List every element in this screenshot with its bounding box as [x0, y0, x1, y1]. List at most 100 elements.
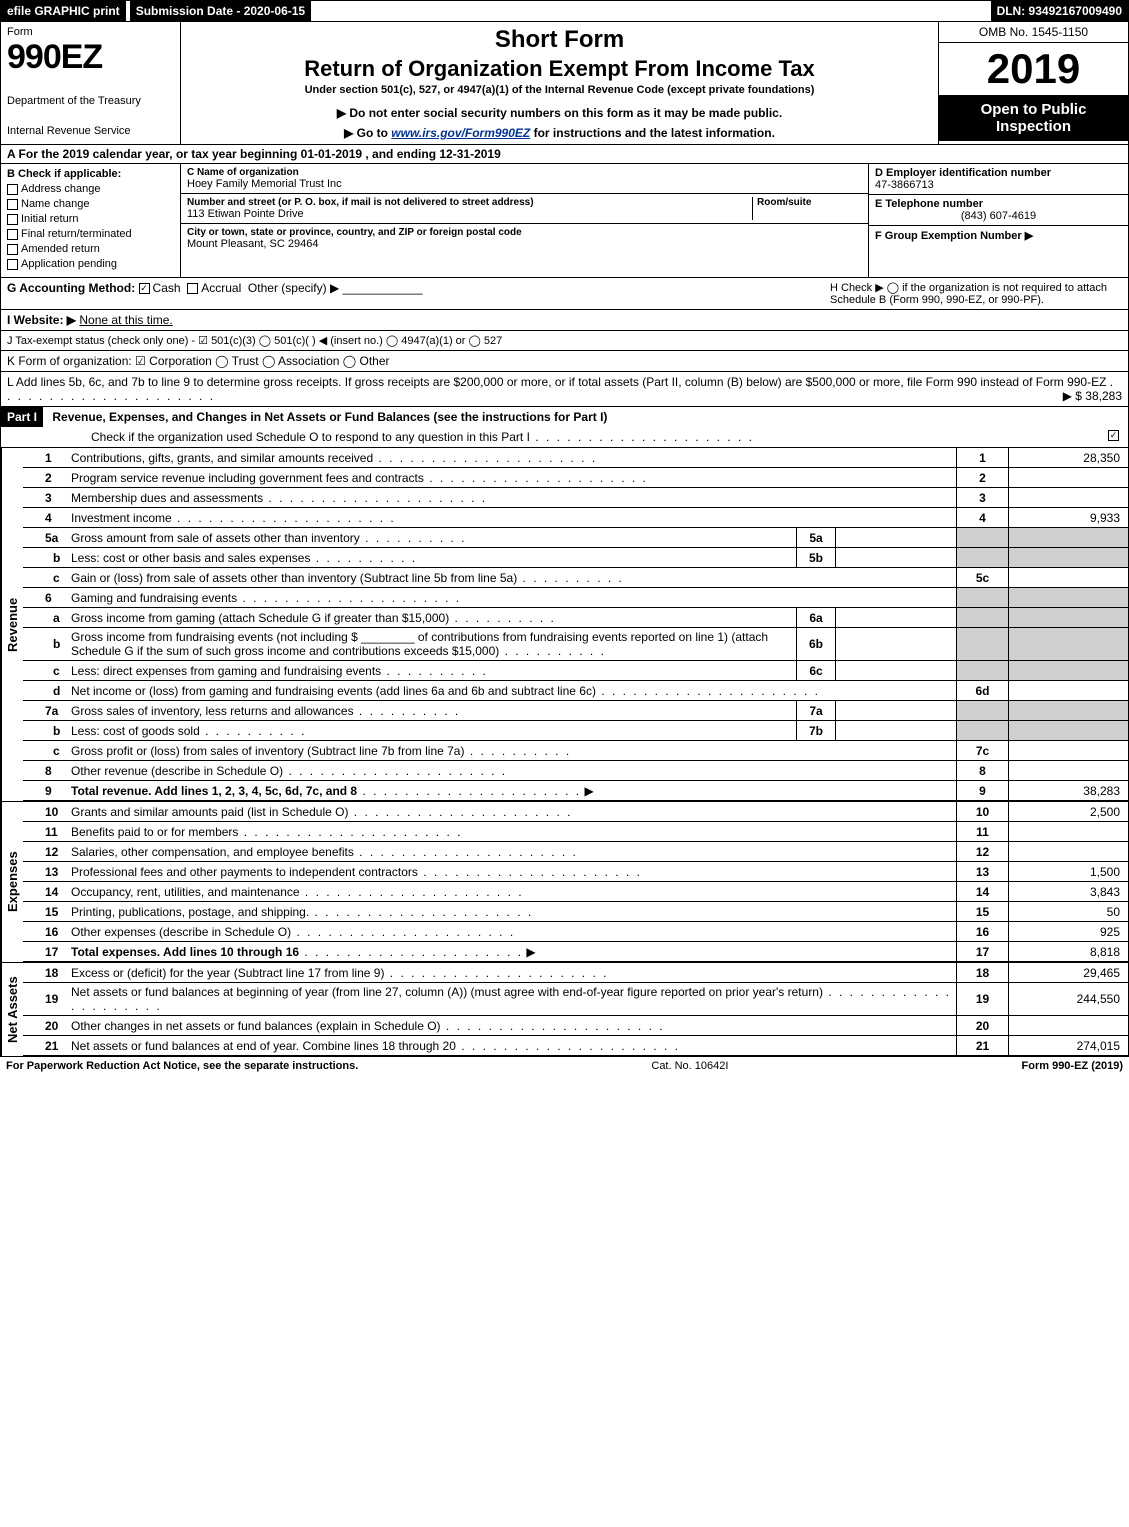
line-num: 15	[23, 905, 67, 919]
line-desc: Less: cost of goods sold	[67, 722, 796, 740]
d-cell: D Employer identification number 47-3866…	[869, 164, 1128, 195]
tax-year: 2019	[939, 43, 1128, 95]
line-num: 7a	[23, 704, 67, 718]
line-box: 18	[956, 963, 1008, 982]
line-box: 9	[956, 781, 1008, 800]
chk-pending[interactable]: Application pending	[7, 258, 174, 270]
line-19: 19Net assets or fund balances at beginni…	[23, 983, 1128, 1016]
h-schedule-b: H Check ▶ ◯ if the organization is not r…	[822, 281, 1122, 306]
line-2: 2Program service revenue including gover…	[23, 468, 1128, 488]
dept-treasury: Department of the Treasury	[7, 95, 174, 107]
mid-box: 6b	[796, 628, 836, 660]
chk-address[interactable]: Address change	[7, 183, 174, 195]
line-num: 6	[23, 591, 67, 605]
line-val	[1008, 661, 1128, 680]
chk-amended[interactable]: Amended return	[7, 243, 174, 255]
mid-box: 5a	[796, 528, 836, 547]
line-num: a	[23, 611, 67, 625]
line-box: 16	[956, 922, 1008, 941]
line-val	[1008, 741, 1128, 760]
line-num: c	[23, 744, 67, 758]
line-box: 17	[956, 942, 1008, 961]
part-i-check-row: Check if the organization used Schedule …	[1, 427, 1128, 447]
i-label: I Website: ▶	[7, 313, 76, 327]
line-num: b	[23, 551, 67, 565]
l-text: L Add lines 5b, 6c, and 7b to line 9 to …	[7, 375, 1106, 389]
website-val: None at this time.	[79, 313, 172, 327]
line-box	[956, 721, 1008, 740]
line-val: 1,500	[1008, 862, 1128, 881]
footer-form: Form 990-EZ (2019)	[1022, 1060, 1123, 1072]
part-i-check: Check if the organization used Schedule …	[91, 430, 530, 444]
mid-box: 6c	[796, 661, 836, 680]
line-val	[1008, 701, 1128, 720]
chk-cash[interactable]: ✓	[139, 283, 150, 294]
line-box: 21	[956, 1036, 1008, 1055]
org-city: Mount Pleasant, SC 29464	[187, 238, 862, 250]
line-b: bGross income from fundraising events (n…	[23, 628, 1128, 661]
line-b: bLess: cost of goods sold7b	[23, 721, 1128, 741]
mid-val	[836, 548, 956, 567]
line-desc: Gain or (loss) from sale of assets other…	[67, 569, 956, 587]
line-val	[1008, 528, 1128, 547]
mid-box: 7b	[796, 721, 836, 740]
chk-accrual[interactable]	[187, 283, 198, 294]
e-cell: E Telephone number (843) 607-4619	[869, 195, 1128, 226]
row-k-orgform: K Form of organization: ☑ Corporation ◯ …	[0, 351, 1129, 372]
line-c: cGross profit or (loss) from sales of in…	[23, 741, 1128, 761]
line-8: 8Other revenue (describe in Schedule O)8	[23, 761, 1128, 781]
room-label: Room/suite	[757, 197, 862, 208]
line-val	[1008, 761, 1128, 780]
irs-link[interactable]: www.irs.gov/Form990EZ	[391, 126, 530, 140]
line-9: 9Total revenue. Add lines 1, 2, 3, 4, 5c…	[23, 781, 1128, 801]
line-num: d	[23, 684, 67, 698]
line-box	[956, 661, 1008, 680]
header-left: Form 990EZ Department of the Treasury In…	[1, 22, 181, 144]
line-1: 1Contributions, gifts, grants, and simil…	[23, 448, 1128, 468]
line-box	[956, 588, 1008, 607]
line-box: 14	[956, 882, 1008, 901]
chk-final[interactable]: Final return/terminated	[7, 228, 174, 240]
line-desc: Printing, publications, postage, and shi…	[67, 903, 956, 921]
chk-name[interactable]: Name change	[7, 198, 174, 210]
form-subtitle: Under section 501(c), 527, or 4947(a)(1)…	[189, 84, 930, 96]
line-desc: Contributions, gifts, grants, and simila…	[67, 449, 956, 467]
line-13: 13Professional fees and other payments t…	[23, 862, 1128, 882]
footer-cat: Cat. No. 10642I	[358, 1060, 1021, 1072]
c-name-label: C Name of organization	[187, 167, 862, 178]
line-desc: Grants and similar amounts paid (list in…	[67, 803, 956, 821]
chk-initial[interactable]: Initial return	[7, 213, 174, 225]
mid-box: 7a	[796, 701, 836, 720]
mid-val	[836, 528, 956, 547]
line-box: 2	[956, 468, 1008, 487]
line-val: 8,818	[1008, 942, 1128, 961]
lines-table: Revenue 1Contributions, gifts, grants, a…	[0, 448, 1129, 1056]
line-18: 18Excess or (deficit) for the year (Subt…	[23, 963, 1128, 983]
mid-val	[836, 628, 956, 660]
line-num: 13	[23, 865, 67, 879]
line-num: 8	[23, 764, 67, 778]
line-box: 8	[956, 761, 1008, 780]
form-word: Form	[7, 26, 174, 38]
line-desc: Less: cost or other basis and sales expe…	[67, 549, 796, 567]
line-val: 28,350	[1008, 448, 1128, 467]
omb-number: OMB No. 1545-1150	[939, 22, 1128, 43]
goto-pre: ▶ Go to	[344, 126, 391, 140]
line-desc: Gross sales of inventory, less returns a…	[67, 702, 796, 720]
line-desc: Membership dues and assessments	[67, 489, 956, 507]
g-accounting: G Accounting Method: ✓Cash Accrual Other…	[7, 281, 822, 306]
line-box	[956, 701, 1008, 720]
line-val	[1008, 721, 1128, 740]
line-num: 10	[23, 805, 67, 819]
line-4: 4Investment income49,933	[23, 508, 1128, 528]
line-12: 12Salaries, other compensation, and empl…	[23, 842, 1128, 862]
line-6: 6Gaming and fundraising events	[23, 588, 1128, 608]
efile-label[interactable]: efile GRAPHIC print	[1, 1, 126, 21]
chk-schedule-o[interactable]: ✓	[1108, 430, 1119, 441]
line-num: 9	[23, 784, 67, 798]
line-val: 38,283	[1008, 781, 1128, 800]
line-box	[956, 528, 1008, 547]
line-box: 7c	[956, 741, 1008, 760]
line-desc: Net assets or fund balances at end of ye…	[67, 1037, 956, 1055]
line-desc: Gross income from gaming (attach Schedul…	[67, 609, 796, 627]
